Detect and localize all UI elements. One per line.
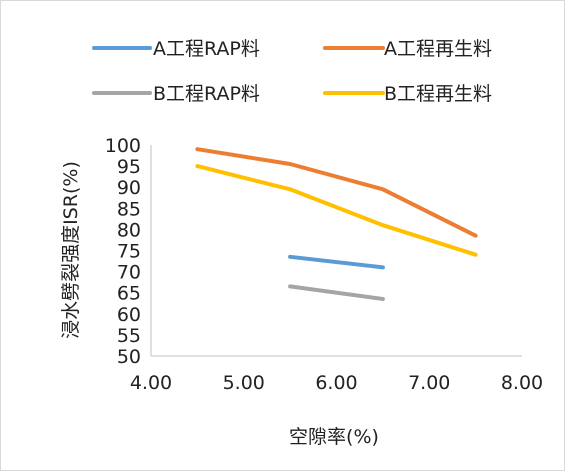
y-tick-label: 95 bbox=[117, 156, 141, 178]
series-line-4 bbox=[195, 164, 478, 257]
x-tick-label: 5.00 bbox=[223, 372, 265, 394]
legend-label: B工程RAP料 bbox=[153, 83, 260, 105]
x-tick-label: 7.00 bbox=[408, 372, 450, 394]
x-tick-label: 8.00 bbox=[501, 372, 543, 394]
y-tick-label: 90 bbox=[117, 177, 141, 199]
legend-label: A工程RAP料 bbox=[153, 38, 260, 60]
x-axis-title: 空隙率(%) bbox=[289, 426, 379, 448]
series-line-1 bbox=[288, 254, 385, 270]
series-lines bbox=[195, 147, 478, 301]
y-tick-label: 100 bbox=[105, 135, 141, 157]
y-tick-label: 75 bbox=[117, 241, 141, 263]
legend-label: A工程再生料 bbox=[384, 38, 492, 60]
legend: A工程RAP料 A工程再生料 B工程RAP料 B工程再生料 bbox=[92, 38, 492, 105]
y-tick-label: 50 bbox=[117, 346, 141, 368]
legend-label: B工程再生料 bbox=[384, 83, 492, 105]
y-tick-label: 60 bbox=[117, 304, 141, 326]
series-line-3 bbox=[288, 284, 385, 301]
y-tick-label: 70 bbox=[117, 262, 141, 284]
x-tick-label: 4.00 bbox=[130, 372, 172, 394]
y-tick-label: 85 bbox=[117, 198, 141, 220]
series-line-2 bbox=[195, 147, 478, 238]
y-tick-label: 55 bbox=[117, 325, 141, 347]
y-tick-label: 80 bbox=[117, 219, 141, 241]
x-tick-label: 6.00 bbox=[315, 372, 357, 394]
y-axis-title: 浸水劈裂强度ISR(%) bbox=[60, 161, 82, 339]
y-tick-label: 65 bbox=[117, 283, 141, 305]
